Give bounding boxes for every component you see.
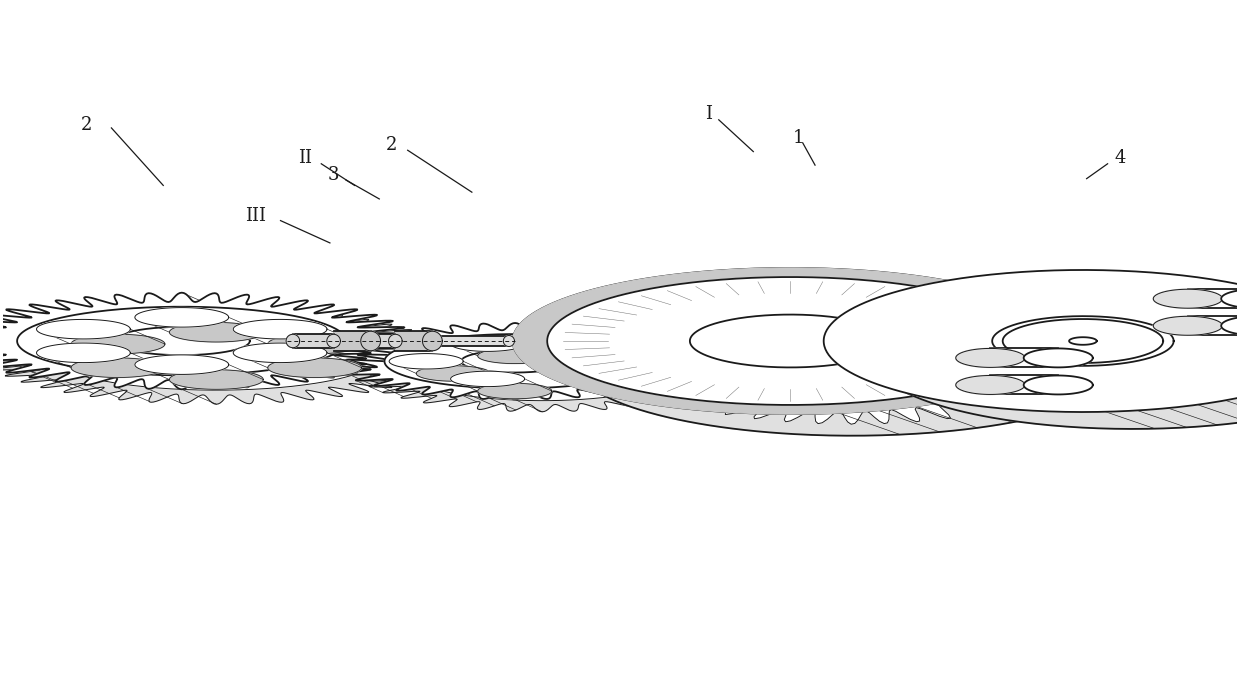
- Polygon shape: [71, 334, 165, 354]
- Text: 2: 2: [386, 136, 397, 154]
- Polygon shape: [170, 323, 263, 342]
- Polygon shape: [512, 268, 1068, 414]
- Polygon shape: [956, 349, 1092, 368]
- Polygon shape: [557, 280, 1025, 402]
- Polygon shape: [477, 348, 552, 364]
- Polygon shape: [233, 343, 327, 363]
- Polygon shape: [1153, 316, 1240, 336]
- Polygon shape: [956, 349, 1025, 368]
- Polygon shape: [1069, 337, 1096, 345]
- Polygon shape: [52, 322, 381, 390]
- Polygon shape: [551, 342, 624, 358]
- Polygon shape: [114, 327, 249, 355]
- Polygon shape: [36, 343, 130, 363]
- Polygon shape: [412, 346, 673, 400]
- Polygon shape: [1153, 289, 1240, 308]
- Polygon shape: [0, 293, 414, 389]
- Polygon shape: [358, 335, 727, 412]
- Polygon shape: [551, 364, 624, 380]
- Polygon shape: [0, 308, 449, 404]
- Polygon shape: [450, 336, 525, 351]
- Polygon shape: [450, 371, 525, 387]
- Polygon shape: [577, 355, 651, 370]
- Polygon shape: [503, 336, 515, 346]
- Polygon shape: [433, 336, 508, 346]
- Polygon shape: [1003, 319, 1163, 363]
- Polygon shape: [956, 376, 1025, 394]
- Text: I: I: [706, 106, 712, 123]
- Polygon shape: [873, 287, 1240, 429]
- Polygon shape: [327, 334, 341, 348]
- Polygon shape: [689, 314, 890, 368]
- Polygon shape: [956, 376, 1092, 394]
- Polygon shape: [1221, 289, 1240, 308]
- Text: 3: 3: [327, 166, 340, 184]
- Text: 2: 2: [81, 115, 93, 134]
- Polygon shape: [361, 331, 381, 351]
- Polygon shape: [293, 334, 334, 348]
- Polygon shape: [286, 334, 300, 348]
- Polygon shape: [170, 370, 263, 389]
- Polygon shape: [135, 355, 228, 374]
- Polygon shape: [423, 331, 443, 351]
- Polygon shape: [1024, 376, 1092, 394]
- Polygon shape: [577, 376, 651, 392]
- Polygon shape: [371, 334, 396, 348]
- Polygon shape: [388, 334, 402, 348]
- Polygon shape: [36, 319, 130, 339]
- Polygon shape: [268, 358, 362, 377]
- Polygon shape: [1153, 316, 1223, 336]
- Polygon shape: [334, 331, 371, 351]
- Polygon shape: [1024, 349, 1092, 368]
- Polygon shape: [233, 319, 327, 339]
- Polygon shape: [1153, 289, 1223, 308]
- Polygon shape: [268, 334, 362, 354]
- Polygon shape: [619, 301, 1086, 424]
- Polygon shape: [751, 336, 952, 389]
- Polygon shape: [384, 334, 646, 389]
- Text: 4: 4: [1115, 149, 1126, 167]
- Polygon shape: [823, 270, 1240, 412]
- Polygon shape: [477, 383, 552, 399]
- Polygon shape: [331, 323, 699, 400]
- Polygon shape: [1221, 316, 1240, 336]
- Text: II: II: [298, 149, 312, 167]
- Polygon shape: [17, 307, 346, 375]
- Text: 1: 1: [794, 129, 805, 147]
- Polygon shape: [396, 331, 433, 351]
- Polygon shape: [512, 268, 1068, 414]
- Polygon shape: [547, 277, 1033, 405]
- Polygon shape: [71, 358, 165, 377]
- Polygon shape: [574, 290, 1130, 436]
- Polygon shape: [417, 366, 490, 381]
- Polygon shape: [461, 350, 569, 372]
- Polygon shape: [135, 308, 228, 327]
- Text: III: III: [246, 207, 267, 225]
- Polygon shape: [389, 353, 464, 369]
